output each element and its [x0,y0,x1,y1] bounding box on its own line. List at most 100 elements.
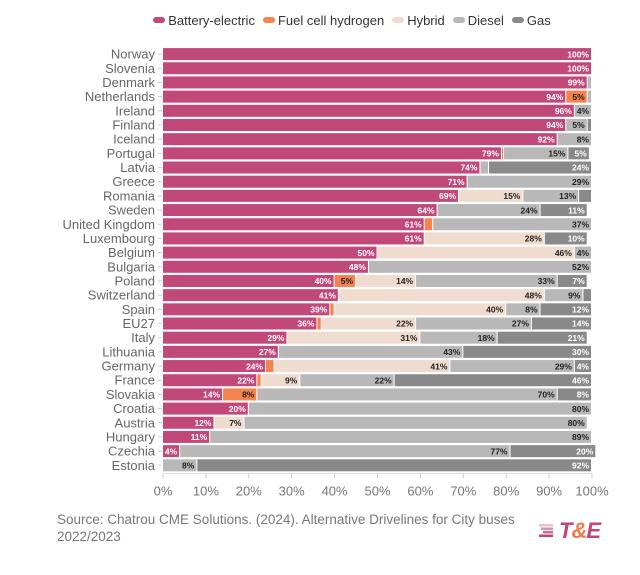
bar-segment-hybrid[interactable] [261,374,300,387]
legend-item-diesel[interactable]: Diesel [452,13,504,28]
bar-segment-diesel[interactable] [450,360,574,373]
bar-segment-gas[interactable] [531,317,591,330]
bar-segment-diesel[interactable] [587,90,591,103]
bar-segment-gas[interactable] [540,204,587,217]
bar-segment-fuel-cell-hydrogen[interactable] [223,388,257,401]
bar-segment-fuel-cell-hydrogen[interactable] [330,303,334,316]
bar-segment-gas[interactable] [463,345,591,358]
bar-segment-diesel[interactable] [210,430,591,443]
bar-segment-gas[interactable] [587,118,591,131]
bar-segment-battery-electric[interactable] [163,317,317,330]
bar-segment-battery-electric[interactable] [163,62,591,75]
bar-segment-battery-electric[interactable] [163,246,377,259]
bar-segment-battery-electric[interactable] [163,289,338,302]
bar-segment-battery-electric[interactable] [163,360,265,373]
bar-segment-diesel[interactable] [433,218,591,231]
bar-segment-battery-electric[interactable] [163,147,501,160]
bar-segment-diesel[interactable] [163,459,197,472]
bar-segment-gas[interactable] [497,331,587,344]
bar-segment-gas[interactable] [583,289,591,302]
bar-segment-hybrid[interactable] [321,317,416,330]
bar-segment-diesel[interactable] [467,175,591,188]
bar-segment-diesel[interactable] [587,76,591,89]
bar-segment-battery-electric[interactable] [163,388,223,401]
value-label: 15% [503,191,520,201]
bar-segment-battery-electric[interactable] [163,76,587,89]
bar-segment-diesel[interactable] [557,133,591,146]
bar-segment-fuel-cell-hydrogen[interactable] [265,360,274,373]
bar-segment-gas[interactable] [579,189,591,202]
bar-segment-battery-electric[interactable] [163,118,566,131]
bar-segment-fuel-cell-hydrogen[interactable] [566,90,587,103]
bar-segment-diesel[interactable] [506,303,540,316]
legend-item-battery-electric[interactable]: Battery-electric [153,13,255,28]
bar-segment-battery-electric[interactable] [163,331,287,344]
bar-segment-battery-electric[interactable] [163,402,248,415]
bar-segment-gas[interactable] [557,274,587,287]
bar-segment-battery-electric[interactable] [163,260,368,273]
bar-segment-diesel[interactable] [300,374,394,387]
bar-segment-hybrid[interactable] [424,232,544,245]
bar-segment-battery-electric[interactable] [163,48,591,61]
bar-segment-hybrid[interactable] [459,189,523,202]
bar-segment-gas[interactable] [197,459,591,472]
bar-segment-hybrid[interactable] [334,303,506,316]
bar-segment-diesel[interactable] [504,147,568,160]
legend-swatch-diesel [452,17,465,23]
bar-segment-battery-electric[interactable] [163,416,214,429]
bar-segment-gas[interactable] [510,445,596,458]
bar-segment-fuel-cell-hydrogen[interactable] [257,374,261,387]
bar-segment-gas[interactable] [540,303,591,316]
bar-segment-battery-electric[interactable] [163,189,459,202]
bar-segment-battery-electric[interactable] [163,218,424,231]
bar-segment-battery-electric[interactable] [163,204,437,217]
bar-segment-battery-electric[interactable] [163,345,278,358]
bar-segment-battery-electric[interactable] [163,374,257,387]
bar-segment-battery-electric[interactable] [163,430,210,443]
bar-segment-diesel[interactable] [257,388,557,401]
bar-segment-diesel[interactable] [420,331,497,344]
bar-segment-fuel-cell-hydrogen[interactable] [317,317,321,330]
bar-segment-battery-electric[interactable] [163,90,566,103]
legend-item-fuel-cell-hydrogen[interactable]: Fuel cell hydrogen [262,13,384,28]
bar-segment-gas[interactable] [574,360,591,373]
bar-segment-hybrid[interactable] [338,289,544,302]
bar-segment-diesel[interactable] [244,416,587,429]
bar-segment-diesel[interactable] [544,289,583,302]
bar-segment-gas[interactable] [557,388,591,401]
bar-segment-battery-electric[interactable] [163,133,557,146]
bar-segment-diesel[interactable] [574,246,591,259]
bar-segment-battery-electric[interactable] [163,175,467,188]
bar-segment-battery-electric[interactable] [163,232,424,245]
bar-segment-hybrid[interactable] [287,331,420,344]
legend-item-gas[interactable]: Gas [511,13,551,28]
bar-segment-diesel[interactable] [368,260,591,273]
bar-segment-diesel[interactable] [416,274,557,287]
bar-segment-fuel-cell-hydrogen[interactable] [501,147,504,160]
legend-item-hybrid[interactable]: Hybrid [392,13,445,28]
bar-segment-battery-electric[interactable] [163,104,574,117]
bar-segment-hybrid[interactable] [356,274,416,287]
bar-segment-fuel-cell-hydrogen[interactable] [334,274,356,287]
bar-segment-hybrid[interactable] [377,246,574,259]
bar-segment-diesel[interactable] [574,104,591,117]
bar-segment-fuel-cell-hydrogen[interactable] [424,218,433,231]
bar-segment-diesel[interactable] [180,445,510,458]
bar-segment-battery-electric[interactable] [163,274,334,287]
bar-segment-gas[interactable] [489,161,591,174]
bar-segment-diesel[interactable] [248,402,592,415]
bar-segment-gas[interactable] [394,374,591,387]
bar-segment-diesel[interactable] [523,189,579,202]
bar-segment-diesel[interactable] [566,118,587,131]
bar-segment-gas[interactable] [544,232,587,245]
bar-segment-diesel[interactable] [480,161,489,174]
bar-segment-gas[interactable] [568,147,589,160]
bar-segment-battery-electric[interactable] [163,303,330,316]
bar-segment-diesel[interactable] [278,345,463,358]
bar-segment-battery-electric[interactable] [163,161,480,174]
bar-segment-hybrid[interactable] [274,360,450,373]
bar-segment-battery-electric[interactable] [163,445,180,458]
bar-segment-diesel[interactable] [437,204,540,217]
bar-segment-hybrid[interactable] [214,416,244,429]
bar-segment-diesel[interactable] [416,317,531,330]
